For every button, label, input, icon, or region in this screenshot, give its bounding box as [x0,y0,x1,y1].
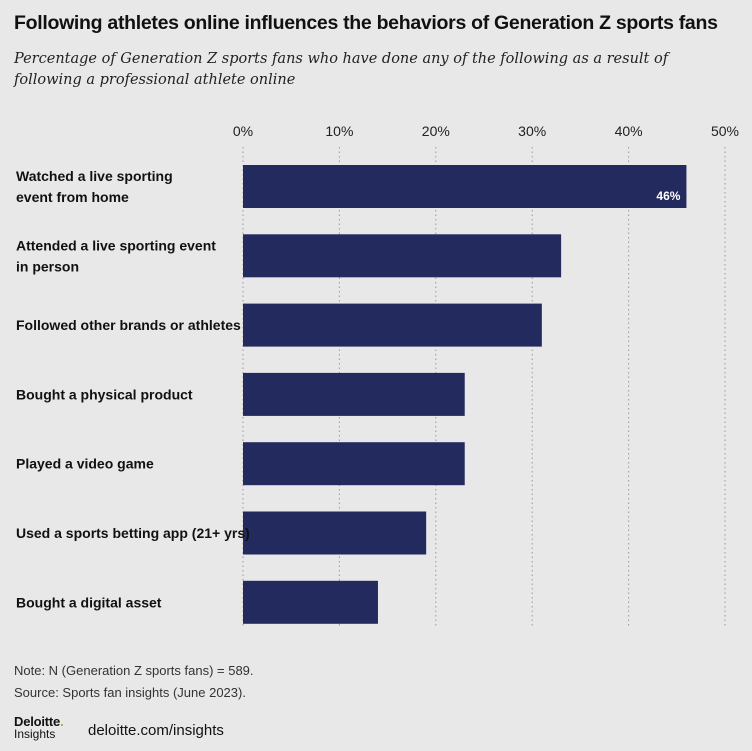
category-label: Watched a live sporting [16,168,173,184]
category-label: event from home [16,189,129,205]
chart-title: Following athletes online influences the… [14,12,718,34]
x-tick-label: 0% [233,123,253,139]
x-tick-label: 30% [518,123,546,139]
category-label: Followed other brands or athletes [16,317,241,333]
bar [243,580,378,624]
bar [243,442,465,486]
bar [243,234,562,278]
logo-name: Deloitte [14,714,61,729]
logo-sub: Insights [14,727,56,741]
bar [243,511,427,555]
chart-subtitle: Percentage of Generation Z sports fans w… [14,51,669,88]
source-text: Source: Sports fan insights (June 2023). [14,685,246,700]
chart-notes: Note: N (Generation Z sports fans) = 589… [14,660,254,704]
data-label: 46% [656,189,680,203]
category-label: Bought a physical product [16,386,193,402]
bar-chart: 0% 10% 20% 30% 40% 50% Watched a live sporting… [16,123,739,627]
bar [243,372,465,416]
category-label: in person [16,258,79,274]
x-tick-label: 40% [615,123,643,139]
logo-dot: . [60,714,64,729]
x-tick-label: 50% [711,123,739,139]
x-tick-label: 10% [325,123,353,139]
site-link[interactable]: deloitte.com/insights [88,722,224,739]
deloitte-insights-logo: Deloitte. Insights [14,714,64,741]
category-label: Attended a live sporting event [16,237,216,253]
x-tick-label: 20% [422,123,450,139]
bar [243,303,542,347]
bar [243,165,687,208]
note-text: Note: N (Generation Z sports fans) = 589… [14,663,254,678]
category-label: Bought a digital asset [16,594,162,610]
category-label: Played a video game [16,456,154,472]
category-label: Used a sports betting app (21+ yrs) [16,525,250,541]
